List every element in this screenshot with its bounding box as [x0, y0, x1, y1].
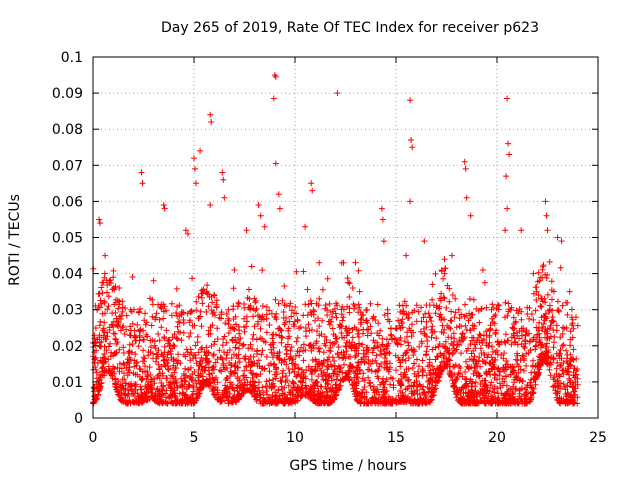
- y-tick-label: 0.05: [52, 231, 83, 247]
- x-tick-label: 15: [387, 430, 405, 446]
- y-tick-label: 0.09: [52, 86, 83, 102]
- x-tick-label: 20: [488, 430, 506, 446]
- y-tick-label: 0.07: [52, 158, 83, 174]
- x-tick-labels: 0 5 10 15 20 25: [89, 430, 607, 446]
- data-points: [90, 72, 581, 407]
- chart-title: Day 265 of 2019, Rate Of TEC Index for r…: [161, 20, 539, 36]
- y-tick-labels: 0 0.01 0.02 0.03 0.04 0.05 0.06 0.07 0.08 0.09 0.1: [52, 50, 83, 427]
- y-tick-label: 0: [74, 411, 83, 427]
- y-tick-label: 0.04: [52, 267, 83, 283]
- y-tick-label: 0.08: [52, 122, 83, 138]
- y-tick-label: 0.06: [52, 194, 83, 210]
- y-tick-label: 0.02: [52, 339, 83, 355]
- x-tick-label: 0: [89, 430, 98, 446]
- y-tick-label: 0.03: [52, 303, 83, 319]
- grid-lines: [93, 57, 598, 418]
- y-tick-label: 0.1: [61, 50, 83, 66]
- x-tick-label: 5: [190, 430, 199, 446]
- x-axis-label: GPS time / hours: [289, 458, 406, 474]
- y-axis-label: ROTI / TECUs: [7, 194, 23, 286]
- y-tick-label: 0.01: [52, 375, 83, 391]
- x-tick-label: 10: [286, 430, 304, 446]
- x-tick-label: 25: [589, 430, 607, 446]
- roti-point-markers: [90, 72, 581, 407]
- axis-ticks: [92, 56, 599, 419]
